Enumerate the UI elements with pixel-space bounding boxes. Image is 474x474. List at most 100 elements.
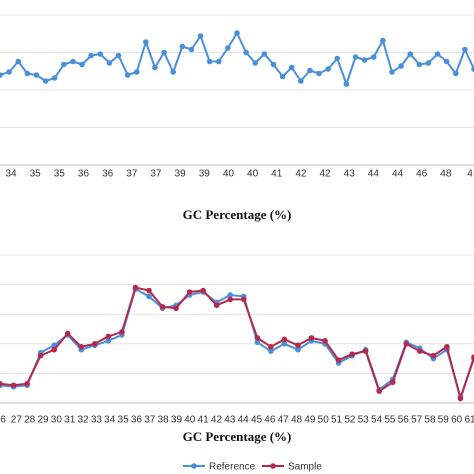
x-tick-label: 40 [247, 169, 259, 180]
data-point [152, 64, 158, 71]
x-tick-label: 41 [271, 169, 283, 180]
data-point [295, 342, 301, 349]
data-point [389, 69, 395, 75]
x-tick-label: 36 [102, 169, 114, 180]
data-point [307, 67, 313, 74]
x-tick-label: 39 [175, 169, 187, 180]
data-point [295, 346, 301, 353]
legend-entry: Sample [288, 462, 322, 473]
data-point [124, 72, 131, 78]
x-tick-label: 48 [440, 169, 452, 180]
data-point [361, 57, 368, 63]
data-point [115, 52, 122, 59]
data-point [288, 64, 295, 71]
x-tick-label: 61 [464, 415, 474, 426]
x-tick-label: 39 [171, 415, 183, 426]
data-point [325, 66, 331, 72]
data-point [252, 60, 259, 66]
x-tick-label: 36 [131, 415, 143, 426]
data-point [444, 343, 450, 350]
data-point [0, 380, 3, 387]
legend-entry: Reference [209, 462, 256, 473]
x-tick-label: 46 [264, 415, 276, 426]
data-point [146, 287, 152, 294]
data-point [64, 330, 71, 337]
data-point [334, 55, 341, 62]
data-point [33, 72, 40, 78]
x-tick-label: 30 [51, 415, 63, 426]
data-point [10, 382, 17, 389]
x-tick-label: 29 [37, 415, 49, 426]
data-point [42, 78, 49, 84]
x-tick-label: 38 [158, 415, 170, 426]
data-point [15, 58, 22, 65]
data-point [173, 305, 179, 312]
x-tick-label: 59 [438, 415, 450, 426]
x-axis-title: GC Percentage (%) [183, 207, 292, 222]
data-point [197, 33, 204, 39]
x-tick-label: 34 [104, 415, 116, 426]
x-axis-title: GC Percentage (%) [183, 429, 292, 444]
data-point [335, 357, 342, 363]
data-point [417, 348, 423, 355]
data-point [389, 379, 396, 386]
x-tick-label: 41 [198, 415, 210, 426]
x-tick-label: 28 [24, 415, 36, 426]
data-point [407, 51, 413, 57]
x-tick-label: 56 [398, 415, 410, 426]
x-tick-label: 40 [223, 169, 235, 180]
x-tick-label: 44 [368, 169, 380, 180]
data-point [161, 49, 167, 56]
data-point [146, 293, 152, 300]
data-point [70, 58, 76, 65]
x-tick-label: 60 [451, 415, 463, 426]
data-point [92, 341, 98, 347]
x-tick-label: 52 [344, 415, 356, 426]
series-line [0, 286, 474, 400]
x-tick-label: 35 [118, 415, 130, 426]
data-point [51, 346, 57, 353]
legend-swatch-marker [270, 463, 276, 469]
x-tick-label: 54 [371, 415, 383, 426]
data-point [119, 329, 125, 335]
data-point [179, 43, 186, 50]
data-point [37, 352, 44, 359]
data-point [213, 302, 220, 309]
series-line [0, 288, 474, 399]
data-point [227, 296, 234, 303]
data-point [471, 66, 474, 72]
x-tick-label: 40 [184, 415, 196, 426]
x-tick-label: 48 [291, 415, 303, 426]
x-tick-label: 55 [384, 415, 396, 426]
data-point [471, 354, 474, 360]
x-tick-label: 37 [126, 169, 138, 180]
data-point [430, 352, 437, 359]
data-point [403, 341, 410, 347]
data-point [349, 351, 355, 357]
data-point [279, 73, 286, 80]
data-point [61, 61, 67, 68]
data-point [51, 75, 58, 81]
data-point [322, 338, 328, 344]
data-point [215, 58, 222, 65]
data-point [170, 69, 176, 75]
x-tick-label: 37 [144, 415, 156, 426]
data-point [457, 395, 464, 402]
data-point [270, 61, 277, 68]
data-point [261, 51, 268, 57]
data-point [206, 58, 213, 65]
data-point [254, 339, 261, 346]
data-point [143, 39, 149, 45]
data-point [281, 341, 288, 347]
data-point [362, 348, 369, 355]
data-point [78, 343, 85, 350]
data-point [79, 61, 85, 68]
x-tick-label: 49 [304, 415, 316, 426]
data-point [254, 335, 261, 341]
x-tick-label: 57 [411, 415, 423, 426]
x-tick-label: 43 [344, 169, 356, 180]
data-point [434, 51, 441, 57]
data-point [416, 61, 423, 68]
x-tick-label: 46 [416, 169, 428, 180]
